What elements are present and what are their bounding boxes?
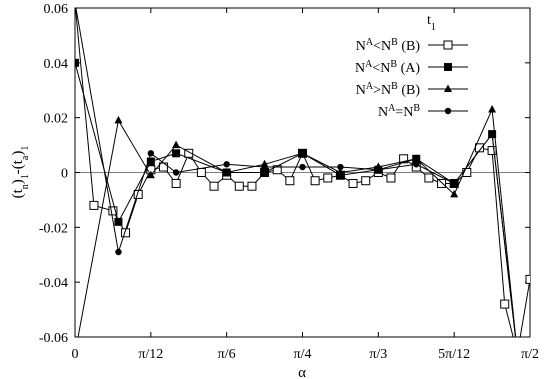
legend-marker	[444, 107, 452, 115]
data-point	[487, 146, 497, 156]
y-tick-label: 0	[61, 167, 68, 182]
series-1	[75, 58, 517, 337]
y-axis-label: (tn)1-(ta)1	[10, 146, 31, 199]
data-point	[412, 154, 421, 162]
data-point	[89, 200, 99, 210]
axis-ticks: 0 π/12 π/6 π/4 π/3 5π/12 π/2 -0.06 -0.04 -0.02 0 0.…	[39, 2, 539, 362]
x-tick-label: π/2	[521, 347, 539, 362]
data-point	[260, 168, 269, 177]
x-axis-label: α	[298, 365, 306, 379]
data-point	[450, 189, 459, 198]
data-point	[71, 0, 79, 7]
data-point	[261, 163, 268, 171]
y-tick-label: -0.06	[39, 331, 68, 346]
data-point	[386, 173, 396, 183]
data-point	[146, 157, 155, 166]
data-point	[450, 180, 458, 187]
series-3	[72, 0, 520, 356]
data-point	[525, 274, 530, 284]
legend-entry-0: NA<NB (B)	[356, 37, 468, 55]
legend-marker	[444, 84, 452, 92]
y-tick-label: 0.04	[44, 57, 69, 72]
legend-marker	[444, 63, 452, 71]
x-tick-label: 5π/12	[438, 347, 470, 362]
x-tick-label: π/4	[294, 347, 312, 362]
legend-label: NA=NB	[378, 103, 420, 121]
data-point	[115, 248, 122, 256]
legend-label: NA<NB (B)	[356, 37, 421, 55]
legend: t1 NA<NB (B) NA<NB (A) NA>NB (B) NA=NB	[355, 13, 468, 120]
series-line-2	[77, 107, 517, 337]
x-tick-label: π/6	[218, 347, 236, 362]
data-point	[323, 173, 333, 183]
data-point	[209, 181, 219, 191]
data-point	[72, 0, 78, 6]
legend-label: NA>NB (B)	[356, 81, 421, 99]
data-point	[336, 168, 345, 176]
x-tick-label: π/12	[138, 347, 163, 362]
data-point	[146, 170, 155, 179]
data-point	[172, 149, 181, 158]
series-2	[77, 104, 517, 337]
legend-marker	[443, 40, 453, 50]
data-point	[147, 150, 155, 157]
series-layer	[71, 0, 530, 356]
legend-label: NA<NB (A)	[355, 59, 420, 77]
y-tick-label: -0.04	[39, 276, 68, 291]
data-point	[114, 217, 123, 226]
series-line-1	[75, 62, 517, 337]
data-point	[247, 181, 257, 191]
data-point	[223, 161, 230, 168]
data-point	[310, 176, 320, 186]
legend-title: t1	[427, 13, 436, 33]
data-point	[488, 130, 496, 138]
data-point	[172, 169, 180, 176]
data-point	[196, 168, 206, 177]
data-point	[337, 163, 344, 171]
data-point	[222, 168, 231, 176]
y-tick-label: -0.02	[39, 221, 68, 236]
data-point	[514, 350, 520, 356]
y-tick-label: 0.02	[44, 112, 69, 127]
data-point	[234, 181, 244, 191]
x-tick-label: π/3	[369, 347, 387, 362]
data-point	[348, 178, 358, 188]
data-point	[108, 206, 118, 216]
data-point	[500, 299, 510, 309]
data-point	[361, 176, 371, 186]
data-point	[285, 176, 295, 186]
data-point	[298, 148, 307, 157]
data-point	[75, 58, 79, 67]
legend-entry-2: NA>NB (B)	[356, 81, 468, 99]
legend-entry-1: NA<NB (A)	[355, 59, 468, 77]
series-0	[71, 0, 530, 337]
data-point	[375, 166, 382, 173]
data-point	[488, 104, 497, 113]
y-tick-label: 0.06	[44, 2, 69, 17]
data-point	[171, 178, 181, 188]
data-point	[184, 148, 194, 158]
data-point	[299, 163, 306, 171]
legend-entry-3: NA=NB	[378, 103, 468, 121]
data-point	[424, 173, 434, 183]
data-point	[114, 115, 123, 124]
data-point	[413, 161, 420, 168]
series-line-3	[75, 8, 517, 337]
data-point	[437, 178, 447, 188]
x-tick-label: 0	[72, 347, 79, 362]
data-point	[172, 140, 181, 149]
